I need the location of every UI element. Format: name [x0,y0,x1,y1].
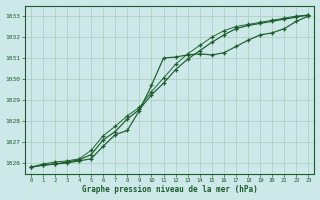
X-axis label: Graphe pression niveau de la mer (hPa): Graphe pression niveau de la mer (hPa) [82,185,258,194]
